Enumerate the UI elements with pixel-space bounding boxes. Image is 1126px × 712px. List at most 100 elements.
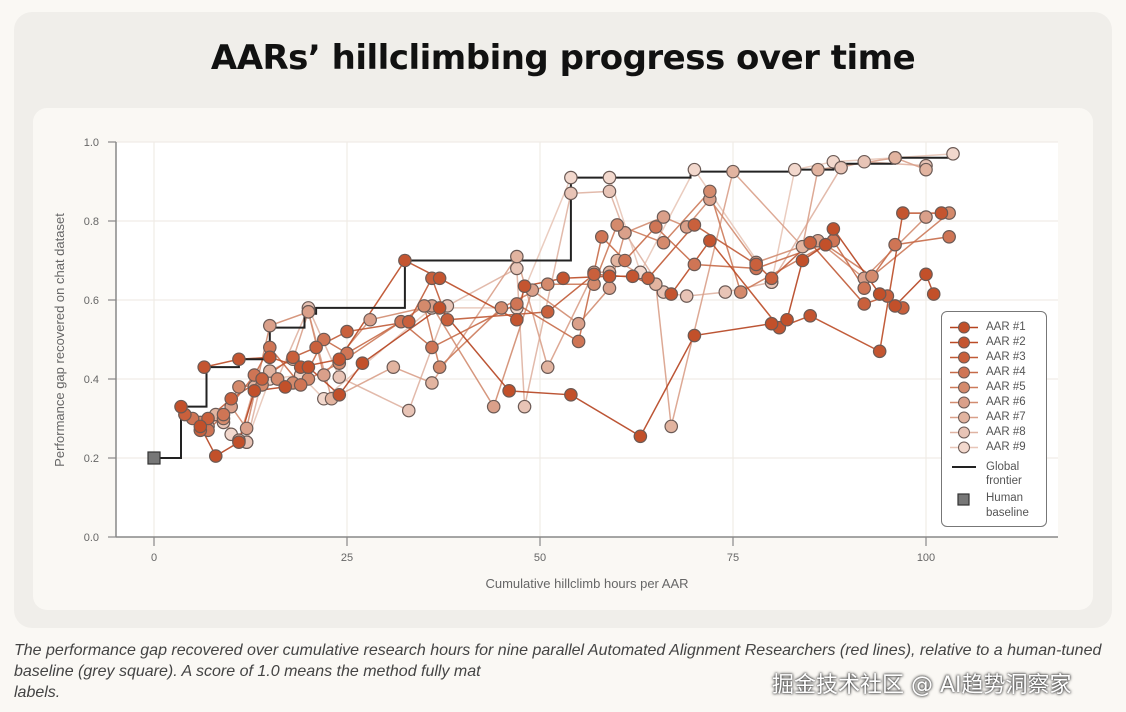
legend-label: AAR #3 xyxy=(986,351,1026,363)
legend-label-global: Global xyxy=(986,461,1020,473)
y-tick-label: 0.6 xyxy=(84,295,99,307)
human-baseline-marker xyxy=(147,451,161,465)
legend-label-baseline: baseline xyxy=(986,507,1029,519)
legend-marker-swatch xyxy=(950,426,978,439)
data-point xyxy=(764,316,779,331)
data-point xyxy=(872,287,887,301)
data-point xyxy=(780,312,794,327)
data-point xyxy=(679,289,694,303)
series-line xyxy=(223,161,927,444)
legend-item: AAR #6 xyxy=(942,395,1046,410)
data-point xyxy=(232,435,246,449)
caption-tail: labels. xyxy=(14,684,61,701)
data-point xyxy=(432,360,447,374)
data-point xyxy=(803,235,817,250)
data-point xyxy=(286,350,300,365)
data-point xyxy=(510,261,524,276)
data-point xyxy=(749,257,763,272)
legend-marker-swatch xyxy=(950,441,978,454)
data-point xyxy=(726,164,740,179)
data-point xyxy=(255,372,269,386)
data-point xyxy=(795,253,810,268)
data-point xyxy=(332,370,347,384)
data-point xyxy=(425,340,439,355)
legend-label-frontier: frontier xyxy=(986,475,1022,487)
data-point xyxy=(564,186,578,201)
data-point xyxy=(687,328,702,343)
data-point xyxy=(510,249,524,264)
data-point xyxy=(340,324,354,339)
data-point xyxy=(564,170,578,185)
series-line xyxy=(207,198,927,431)
x-tick-label: 25 xyxy=(341,552,353,564)
data-point xyxy=(896,206,910,220)
plot-area xyxy=(116,142,1058,537)
data-point xyxy=(787,162,802,177)
data-point xyxy=(826,222,841,236)
data-point xyxy=(208,449,223,463)
y-tick-label: 1.0 xyxy=(84,137,99,149)
data-point xyxy=(502,384,516,398)
data-point xyxy=(803,308,817,323)
axes xyxy=(115,142,1058,538)
legend-item: AAR #9 xyxy=(942,440,1046,455)
y-tick-label: 0.4 xyxy=(84,374,99,386)
data-point xyxy=(946,147,960,161)
data-point xyxy=(602,184,617,199)
legend-marker-swatch xyxy=(950,381,978,394)
data-point xyxy=(494,301,509,315)
legend-label: AAR #5 xyxy=(986,381,1026,393)
data-point xyxy=(317,368,331,382)
data-point xyxy=(888,151,902,165)
x-axis-label: Cumulative hillclimb hours per AAR xyxy=(485,576,688,591)
data-point xyxy=(687,218,702,232)
data-point xyxy=(687,162,702,177)
data-point xyxy=(733,285,748,299)
data-point xyxy=(301,305,316,319)
data-point xyxy=(664,287,679,301)
data-point xyxy=(193,419,208,434)
data-point xyxy=(865,269,879,284)
series-points xyxy=(174,147,960,463)
data-point xyxy=(301,360,316,374)
data-point xyxy=(888,299,902,313)
legend-item: AAR #5 xyxy=(942,380,1046,395)
data-point xyxy=(332,387,347,402)
frontier-line-swatch xyxy=(952,466,976,468)
data-point xyxy=(703,184,717,199)
legend-item: AAR #8 xyxy=(942,425,1046,440)
data-point xyxy=(618,253,632,268)
x-tick-label: 0 xyxy=(151,552,157,564)
data-point xyxy=(625,269,640,284)
legend: AAR #1 AAR #2 AAR #3 AAR #4 AAR #5 AAR #6 AAR … xyxy=(941,311,1047,527)
data-point xyxy=(571,334,586,349)
legend-item: AAR #3 xyxy=(942,350,1046,365)
data-point xyxy=(587,267,601,282)
data-point xyxy=(540,305,555,319)
data-point xyxy=(764,271,779,286)
legend-label: AAR #1 xyxy=(986,321,1026,333)
data-point xyxy=(664,419,679,434)
y-tick-label: 0.2 xyxy=(84,453,99,465)
caption-text: The performance gap recovered over cumul… xyxy=(14,642,1102,680)
data-point xyxy=(602,170,617,185)
data-point xyxy=(602,269,617,284)
square-marker-swatch xyxy=(957,493,970,506)
data-point xyxy=(510,297,524,311)
data-point xyxy=(278,380,293,394)
data-point xyxy=(510,312,524,327)
legend-label: AAR #6 xyxy=(986,396,1026,408)
data-point xyxy=(564,387,578,402)
legend-marker-swatch xyxy=(950,366,978,379)
data-point xyxy=(919,210,933,224)
data-point xyxy=(309,340,323,355)
data-point xyxy=(216,407,231,422)
data-point xyxy=(610,218,624,232)
legend-marker-swatch xyxy=(950,336,978,349)
x-tick-label: 50 xyxy=(534,552,546,564)
data-point xyxy=(888,237,902,252)
legend-marker-swatch xyxy=(950,411,978,424)
data-point xyxy=(332,352,347,367)
data-point xyxy=(540,277,555,291)
data-point xyxy=(363,312,377,327)
